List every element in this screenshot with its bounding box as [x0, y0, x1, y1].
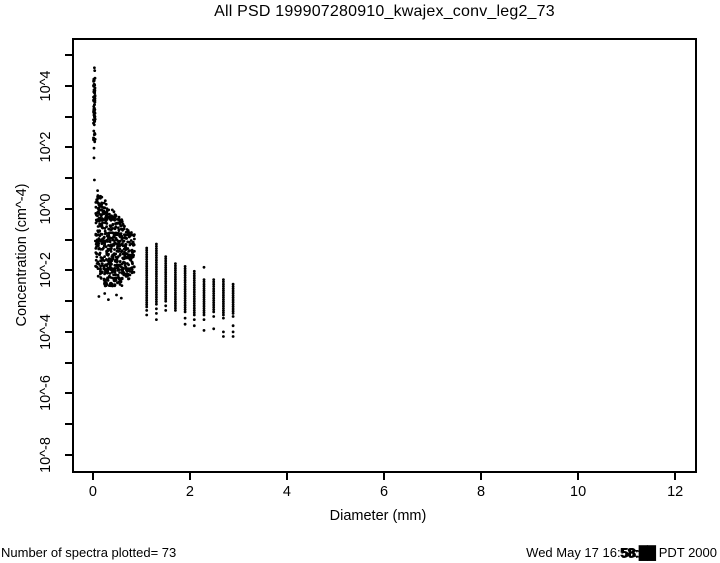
- y-tick-label: 10^-2: [38, 252, 54, 289]
- x-tick-mark: [188, 473, 191, 480]
- y-tick-label: 10^-6: [38, 375, 54, 412]
- chart-title: All PSD 199907280910_kwajex_conv_leg2_73: [214, 3, 555, 20]
- timestamp-seconds-overprint: ██: [638, 545, 656, 560]
- scatter-points-svg: [92, 66, 235, 338]
- footer-timestamp: Wed May 17 16:58:██ PDT 2000: [526, 545, 717, 560]
- x-tick-mark: [383, 473, 385, 480]
- y-tick-label: 10^2: [38, 131, 54, 163]
- y-tick-mark: [65, 453, 72, 456]
- y-tick-mark: [65, 54, 72, 57]
- y-tick-mark: [65, 84, 72, 87]
- x-tick-mark: [577, 473, 580, 480]
- timestamp-minutes-overprint: 58:: [620, 545, 639, 560]
- y-tick-mark: [65, 423, 72, 426]
- x-tick-label: 12: [667, 484, 684, 500]
- x-tick-label: 0: [88, 484, 97, 500]
- x-tick-label: 2: [185, 484, 194, 500]
- x-tick-mark: [91, 473, 94, 480]
- y-tick-mark: [65, 115, 72, 118]
- timestamp-suffix: PDT 2000: [655, 545, 717, 560]
- footer-spectra-count: Number of spectra plotted= 73: [1, 545, 177, 560]
- x-tick-mark: [285, 473, 288, 480]
- y-tick-label: 10^0: [38, 193, 54, 225]
- y-tick-mark: [65, 238, 72, 241]
- x-tick-label: 8: [477, 484, 486, 500]
- y-tick-mark: [65, 392, 72, 395]
- y-tick-mark: [65, 330, 72, 333]
- x-tick-mark: [674, 473, 677, 480]
- x-tick-label: 4: [282, 484, 291, 500]
- y-tick-mark: [65, 207, 72, 210]
- y-tick-label: 10^-4: [38, 313, 54, 350]
- y-tick-mark: [65, 361, 72, 364]
- x-tick-mark: [480, 473, 483, 480]
- y-tick-mark: [65, 269, 72, 272]
- timestamp-prefix: Wed May 17 16:: [526, 545, 621, 560]
- y-tick-label: 10^-8: [38, 436, 54, 473]
- x-tick-label: 10: [570, 484, 587, 500]
- plot-area: [72, 38, 697, 473]
- y-tick-mark: [65, 146, 72, 149]
- x-axis-label: Diameter (mm): [329, 508, 427, 524]
- y-tick-mark: [65, 300, 72, 303]
- x-tick-label: 6: [379, 484, 389, 500]
- y-tick-label: 10^4: [38, 70, 54, 102]
- y-tick-mark: [65, 177, 72, 180]
- y-axis-label: Concentration (cm^-4): [14, 183, 30, 327]
